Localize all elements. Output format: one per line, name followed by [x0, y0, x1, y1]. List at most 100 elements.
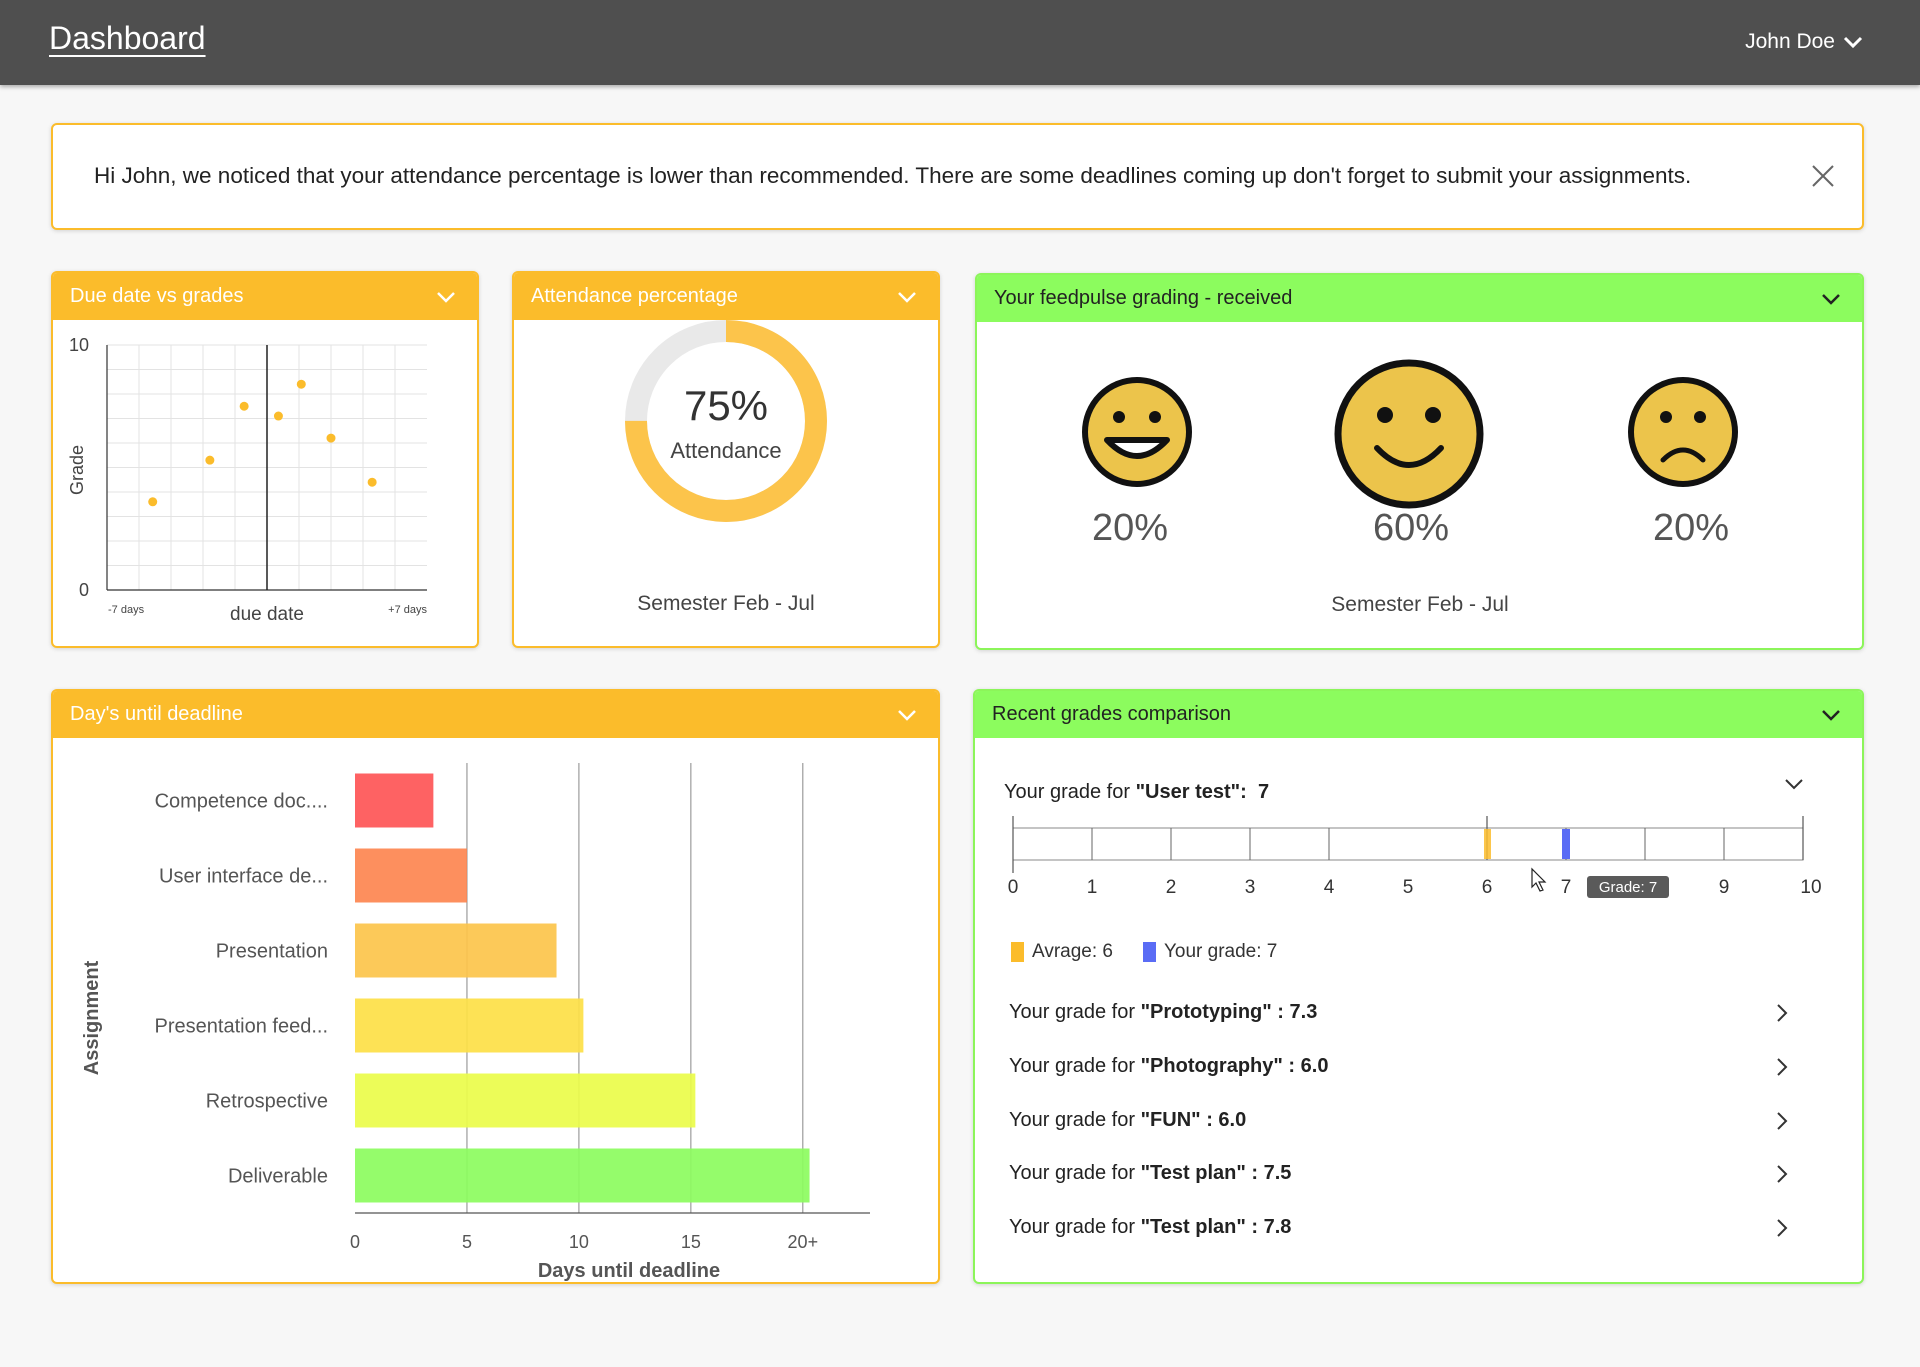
grade-row-name: "Test plan" : 7.5	[1140, 1162, 1292, 1184]
attendance-value: 75%	[684, 382, 768, 429]
chevron-right-icon[interactable]	[1775, 1163, 1789, 1185]
attendance-caption: Attendance	[670, 438, 781, 463]
x-axis-label: due date	[230, 604, 304, 625]
deadline-bar[interactable]	[355, 773, 434, 828]
attendance-arc	[625, 320, 827, 522]
deadline-bar-chart: Competence doc.... User interface de... Pr…	[81, 763, 870, 1282]
x-min-label: -7 days	[108, 604, 145, 616]
scatter-point[interactable]	[367, 477, 377, 487]
chevron-down-icon	[1843, 36, 1863, 49]
deadlines-card: Day's until deadline Competence doc.... U…	[51, 689, 940, 1284]
legend-yours: Your grade: 7	[1142, 941, 1278, 963]
x-tick-label: 15	[681, 1232, 701, 1252]
user-menu[interactable]: John Doe	[1745, 30, 1863, 54]
chevron-down-icon[interactable]	[896, 290, 918, 304]
x-axis-label: Days until deadline	[538, 1260, 720, 1282]
scatter-point[interactable]	[296, 379, 306, 389]
grade-scale: 012345678910 Grade: 7	[1008, 816, 1822, 898]
current-grade-heading[interactable]: Your grade for "User test": 7	[1004, 781, 1269, 804]
scatter-point[interactable]	[148, 497, 158, 507]
chevron-right-icon[interactable]	[1775, 1217, 1789, 1239]
grade-row-photography[interactable]: Your grade for "Photography" : 6.0	[1009, 1055, 1789, 1078]
semester-label: Semester Feb - Jul	[1331, 593, 1508, 616]
grade-row-fun[interactable]: Your grade for "FUN" : 6.0	[1009, 1109, 1789, 1132]
scale-tick-label: 5	[1403, 877, 1414, 898]
grade-row-test-plan-2[interactable]: Your grade for "Test plan" : 7.8	[1009, 1216, 1789, 1239]
y-axis-label: Grade	[67, 445, 87, 495]
y-min-label: 0	[79, 580, 89, 600]
grade-row-test-plan[interactable]: Your grade for "Test plan" : 7.5	[1009, 1162, 1789, 1185]
grade-row-text: Your grade for "Test plan" : 7.5	[1009, 1162, 1291, 1185]
scale-tick-label: 10	[1800, 877, 1821, 898]
attendance-card: Attendance percentage 75% Attendance Sem…	[512, 271, 940, 648]
chevron-down-icon[interactable]	[435, 290, 457, 304]
chevron-down-icon[interactable]	[896, 708, 918, 722]
mouse-cursor-icon	[1531, 867, 1547, 892]
category-label: Competence doc....	[155, 791, 328, 813]
happy-face-icon	[1082, 377, 1192, 487]
close-icon[interactable]	[1808, 161, 1838, 191]
chevron-down-icon[interactable]	[1783, 777, 1805, 791]
card-header: Your feedpulse grading - received	[977, 275, 1862, 322]
scatter-point[interactable]	[239, 401, 249, 411]
average-marker	[1484, 829, 1491, 859]
due-vs-grades-card: Due date vs grades 10 0 Grade -7 days +7…	[51, 271, 479, 648]
current-grade-value: 7	[1257, 781, 1270, 803]
grade-row-name: "FUN" : 6.0	[1140, 1109, 1247, 1131]
feedpulse-card: Your feedpulse grading - received 20% 60…	[975, 273, 1864, 650]
legend-average-label: Avrage: 6	[1032, 941, 1113, 962]
category-label: Retrospective	[206, 1091, 328, 1113]
scale-tick-label: 2	[1166, 877, 1177, 898]
grade-row-name: "Prototyping" : 7.3	[1140, 1001, 1318, 1023]
grade-row-text: Your grade for "FUN" : 6.0	[1009, 1109, 1246, 1132]
your-grade-marker[interactable]	[1562, 829, 1570, 859]
scatter-point[interactable]	[205, 455, 215, 465]
card-title: Recent grades comparison	[992, 703, 1232, 725]
neutral-face-icon	[1334, 359, 1484, 509]
top-bar: Dashboard John Doe	[0, 0, 1920, 85]
category-label: Deliverable	[228, 1166, 328, 1188]
scale-tick-label: 6	[1482, 877, 1493, 898]
grade-row-text: Your grade for "Prototyping" : 7.3	[1009, 1001, 1317, 1024]
legend-average-swatch	[1011, 942, 1024, 962]
semester-label: Semester Feb - Jul	[637, 592, 814, 615]
user-name: John Doe	[1745, 30, 1835, 53]
legend-average: Avrage: 6	[1011, 941, 1113, 963]
grade-row-prefix: Your grade for	[1009, 1055, 1141, 1077]
happy-percentage: 20%	[1092, 507, 1168, 549]
card-title: Attendance percentage	[531, 285, 738, 307]
chevron-right-icon[interactable]	[1775, 1002, 1789, 1024]
chevron-right-icon[interactable]	[1775, 1056, 1789, 1078]
y-axis-label: Assignment	[81, 960, 103, 1075]
legend-yours-swatch	[1142, 942, 1156, 962]
grade-row-prefix: Your grade for	[1009, 1162, 1141, 1184]
card-title: Day's until deadline	[70, 703, 243, 725]
current-grade-prefix: Your grade for	[1004, 781, 1136, 803]
grade-row-text: Your grade for "Test plan" : 7.8	[1009, 1216, 1291, 1239]
page-title[interactable]: Dashboard	[49, 20, 206, 56]
chevron-down-icon[interactable]	[1820, 708, 1842, 722]
deadline-bar[interactable]	[355, 998, 584, 1053]
deadline-bar[interactable]	[355, 848, 467, 903]
grade-row-prefix: Your grade for	[1009, 1216, 1141, 1238]
scale-tick-label: 1	[1087, 877, 1098, 898]
deadline-bar[interactable]	[355, 1148, 810, 1203]
scale-tick-label: 9	[1719, 877, 1730, 898]
scatter-point[interactable]	[326, 433, 336, 443]
x-max-label: +7 days	[388, 604, 427, 616]
x-tick-label: 10	[569, 1232, 589, 1252]
card-header: Recent grades comparison	[975, 691, 1862, 738]
attendance-alert: Hi John, we noticed that your attendance…	[51, 123, 1864, 230]
grade-row-prefix: Your grade for	[1009, 1001, 1141, 1023]
deadline-bar[interactable]	[355, 923, 557, 978]
legend-yours-label: Your grade: 7	[1163, 941, 1278, 962]
x-tick-label: 20+	[788, 1232, 819, 1252]
card-title: Your feedpulse grading - received	[994, 287, 1293, 309]
x-tick-label: 0	[350, 1232, 360, 1252]
chevron-down-icon[interactable]	[1820, 292, 1842, 306]
x-tick-label: 5	[462, 1232, 472, 1252]
deadline-bar[interactable]	[355, 1073, 696, 1128]
grade-row-prototyping[interactable]: Your grade for "Prototyping" : 7.3	[1009, 1001, 1789, 1024]
scatter-point[interactable]	[273, 411, 283, 421]
chevron-right-icon[interactable]	[1775, 1110, 1789, 1132]
